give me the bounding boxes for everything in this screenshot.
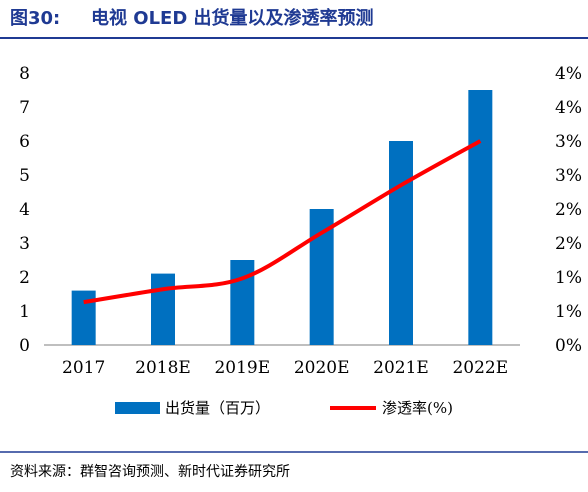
bar-series <box>72 90 493 345</box>
x-tick-label: 2017 <box>62 358 105 378</box>
left-tick-label: 0 <box>19 336 30 356</box>
left-tick-label: 7 <box>19 98 30 118</box>
left-tick-label: 6 <box>19 132 30 152</box>
right-tick-label: 4% <box>555 98 582 118</box>
x-tick-label: 2018E <box>135 358 191 378</box>
left-tick-label: 4 <box>19 200 30 220</box>
legend-bar-swatch <box>115 402 160 414</box>
source-note: 资料来源：群智咨询预测、新时代证券研究所 <box>10 464 290 480</box>
left-tick-label: 3 <box>19 234 30 254</box>
left-tick-label: 2 <box>19 268 30 288</box>
right-tick-label: 2% <box>555 200 582 220</box>
right-tick-label: 0% <box>555 336 582 356</box>
right-tick-label: 2% <box>555 234 582 254</box>
left-tick-label: 8 <box>19 64 30 84</box>
figure-label: 图30: <box>10 8 60 29</box>
bar-2018E <box>151 274 175 345</box>
x-tick-label: 2021E <box>373 358 429 378</box>
right-tick-label: 1% <box>555 268 582 288</box>
x-tick-label: 2022E <box>452 358 508 378</box>
left-axis-ticks: 0 1 2 3 4 5 6 7 8 <box>19 64 30 356</box>
x-axis-ticks: 2017 2018E 2019E 2020E 2021E 2022E <box>62 358 508 378</box>
legend: 出货量（百万） 渗透率(%) <box>115 399 453 417</box>
legend-bar-label: 出货量（百万） <box>165 399 270 417</box>
right-tick-label: 3% <box>555 166 582 186</box>
line-series <box>84 141 481 302</box>
figure-title: 电视 OLED 出货量以及渗透率预测 <box>91 7 374 29</box>
left-tick-label: 1 <box>19 302 30 322</box>
bar-2022E <box>468 90 492 345</box>
x-tick-label: 2020E <box>294 358 350 378</box>
x-tick-label: 2019E <box>214 358 270 378</box>
right-tick-label: 3% <box>555 132 582 152</box>
right-tick-label: 1% <box>555 302 582 322</box>
bar-2019E <box>230 260 254 345</box>
right-tick-label: 4% <box>555 64 582 84</box>
bar-2021E <box>389 141 413 345</box>
left-tick-label: 5 <box>19 166 30 186</box>
right-axis-ticks: 0% 1% 1% 2% 2% 3% 3% 4% 4% <box>555 64 582 356</box>
penetration-line <box>84 141 481 302</box>
legend-line-label: 渗透率(%) <box>382 399 453 417</box>
